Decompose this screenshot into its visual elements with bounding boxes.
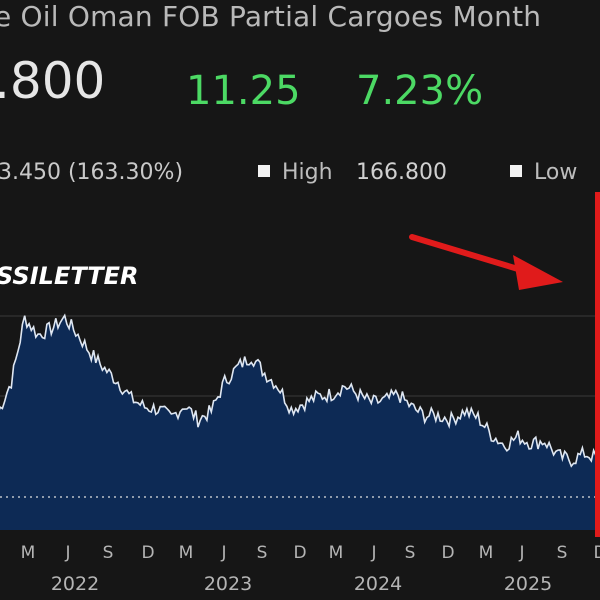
x-tick-label: S bbox=[257, 543, 268, 563]
high-square-icon bbox=[258, 165, 270, 177]
x-tick-label: M bbox=[179, 543, 194, 563]
x-tick-label: D bbox=[293, 543, 306, 563]
price-line bbox=[0, 313, 599, 468]
x-tick-label: M bbox=[329, 543, 344, 563]
x-tick-label: M bbox=[479, 543, 494, 563]
price-change-percent: 7.23% bbox=[356, 68, 484, 114]
x-tick-label: J bbox=[518, 543, 524, 563]
year-label: 2025 bbox=[504, 573, 552, 595]
price-area bbox=[0, 315, 598, 530]
high-value: 166.800 bbox=[356, 160, 447, 185]
price-change: 11.25 bbox=[186, 68, 301, 114]
watermark-text: SSILETTER bbox=[0, 262, 139, 290]
x-tick-label: J bbox=[220, 543, 226, 563]
x-tick-label: J bbox=[64, 543, 70, 563]
x-tick-label: D bbox=[441, 543, 454, 563]
year-label: 2022 bbox=[51, 573, 99, 595]
x-tick-label: S bbox=[103, 543, 114, 563]
year-label: 2024 bbox=[354, 573, 402, 595]
high-legend: High bbox=[258, 160, 333, 185]
year-label: 2023 bbox=[204, 573, 252, 595]
annotation-arrow bbox=[409, 234, 563, 290]
period-change-stats: 3.450 (163.30%) bbox=[0, 160, 184, 185]
arrow-head bbox=[513, 255, 563, 290]
x-tick-label: S bbox=[557, 543, 568, 563]
x-tick-label: S bbox=[405, 543, 416, 563]
x-tick-label: J bbox=[370, 543, 376, 563]
last-price: .800 bbox=[0, 52, 106, 110]
low-legend: Low bbox=[510, 160, 577, 185]
x-tick-label: M bbox=[21, 543, 36, 563]
x-tick-label: D bbox=[593, 543, 600, 563]
arrow-shaft bbox=[409, 234, 531, 275]
instrument-title: e Oil Oman FOB Partial Cargoes Month bbox=[0, 0, 542, 33]
high-label: High bbox=[282, 160, 333, 185]
year-axis-labels: 2022 2023 2024 2025 bbox=[51, 573, 552, 595]
low-label: Low bbox=[534, 160, 578, 185]
low-square-icon bbox=[510, 165, 522, 177]
annotation-marker bbox=[595, 192, 600, 537]
x-axis-ticks: MJSDMJSDMJSDMJSD bbox=[21, 543, 600, 563]
x-tick-label: D bbox=[141, 543, 154, 563]
